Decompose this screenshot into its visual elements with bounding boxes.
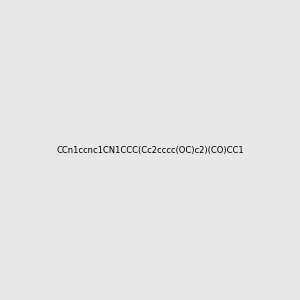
Text: CCn1ccnc1CN1CCC(Cc2cccc(OC)c2)(CO)CC1: CCn1ccnc1CN1CCC(Cc2cccc(OC)c2)(CO)CC1	[56, 146, 244, 154]
